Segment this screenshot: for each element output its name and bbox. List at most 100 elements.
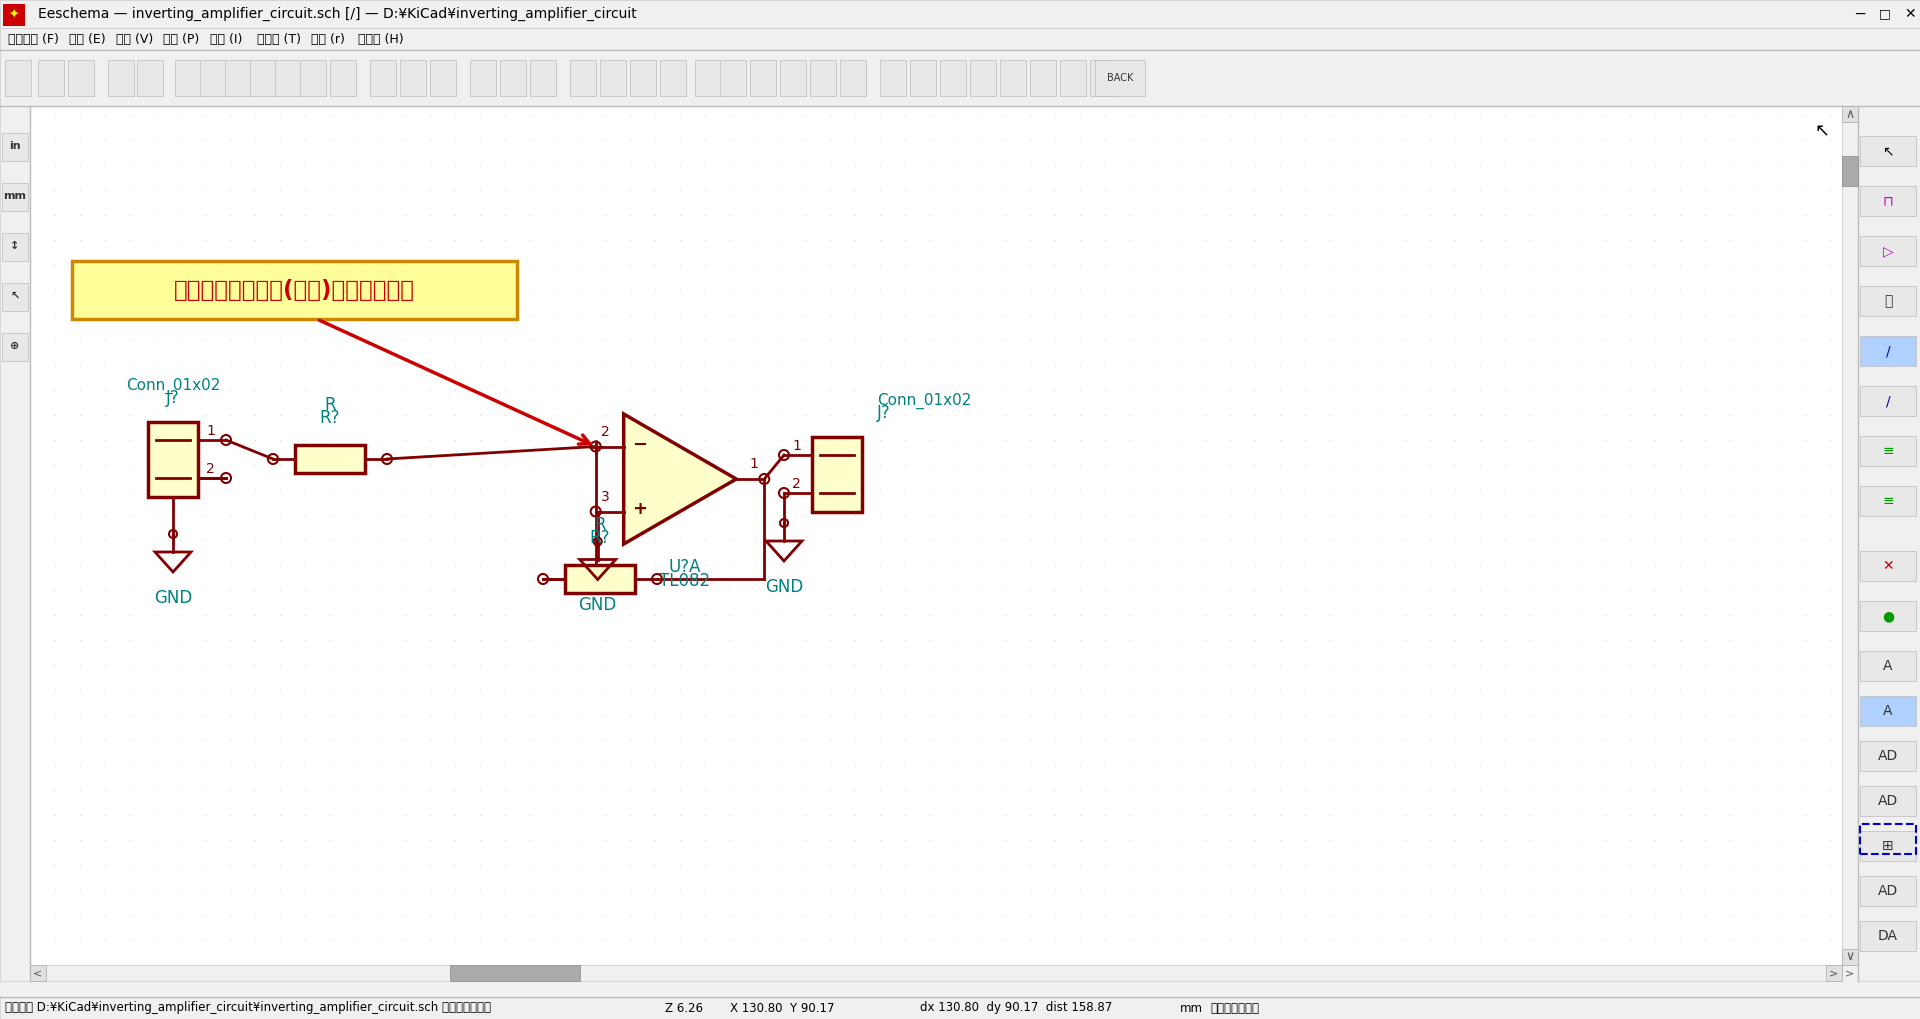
Bar xyxy=(1860,436,1916,466)
Bar xyxy=(841,60,866,96)
Bar xyxy=(1060,60,1087,96)
Bar xyxy=(695,60,722,96)
Text: ↖: ↖ xyxy=(1882,144,1893,158)
Text: AD: AD xyxy=(1878,794,1899,808)
Bar xyxy=(2,233,29,261)
Bar xyxy=(1860,651,1916,681)
Bar xyxy=(67,60,94,96)
Text: 検査 (I): 検査 (I) xyxy=(209,33,242,46)
Text: ワイヤーを追加: ワイヤーを追加 xyxy=(1210,1002,1260,1015)
Bar xyxy=(599,60,626,96)
Bar xyxy=(0,106,31,981)
Bar xyxy=(1826,965,1841,981)
Text: mm: mm xyxy=(4,191,27,201)
Text: R?: R? xyxy=(321,409,340,427)
Text: /: / xyxy=(1885,344,1891,358)
Text: 2: 2 xyxy=(791,477,801,491)
Text: Z 6.26: Z 6.26 xyxy=(664,1002,703,1015)
Bar xyxy=(2,283,29,311)
Polygon shape xyxy=(624,414,735,544)
Bar xyxy=(1860,136,1916,166)
Text: ⊞: ⊞ xyxy=(1882,839,1893,853)
Bar xyxy=(225,60,252,96)
Bar xyxy=(941,60,966,96)
Text: ─: ─ xyxy=(1855,6,1864,21)
Text: GND: GND xyxy=(578,596,616,614)
Bar xyxy=(31,106,1841,965)
Text: 編集 (E): 編集 (E) xyxy=(69,33,106,46)
Text: −: − xyxy=(632,435,647,453)
Bar xyxy=(2,183,29,211)
Text: AD: AD xyxy=(1878,884,1899,898)
Bar xyxy=(38,60,63,96)
Bar xyxy=(751,60,776,96)
Bar xyxy=(810,60,835,96)
Text: A: A xyxy=(1884,704,1893,718)
Bar xyxy=(660,60,685,96)
Text: 1: 1 xyxy=(791,439,801,453)
Text: ≡: ≡ xyxy=(1882,444,1893,458)
Text: □: □ xyxy=(1880,7,1891,20)
Text: ●: ● xyxy=(1882,609,1893,623)
Bar xyxy=(630,60,657,96)
Bar xyxy=(1860,824,1916,854)
Bar xyxy=(0,0,1920,28)
Bar xyxy=(1841,949,1859,965)
Bar xyxy=(570,60,595,96)
Bar xyxy=(250,60,276,96)
Bar xyxy=(0,28,1920,50)
Bar xyxy=(1860,832,1916,861)
Text: 3: 3 xyxy=(601,489,611,503)
Text: ファイル D:¥KiCad¥inverting_amplifier_circuit¥inverting_amplifier_circuit.sch を保存しまし: ファイル D:¥KiCad¥inverting_amplifier_circui… xyxy=(6,1002,492,1015)
Text: /: / xyxy=(1885,394,1891,408)
Text: ✕: ✕ xyxy=(1905,7,1916,21)
Bar xyxy=(330,60,355,96)
Bar xyxy=(275,60,301,96)
Text: AD: AD xyxy=(1878,749,1899,763)
Bar xyxy=(1094,60,1144,96)
Bar xyxy=(1860,286,1916,316)
Bar xyxy=(2,333,29,361)
Text: ∧: ∧ xyxy=(1845,107,1855,120)
Text: ↕: ↕ xyxy=(10,242,19,251)
Text: BACK: BACK xyxy=(1106,73,1133,83)
Bar xyxy=(1860,186,1916,216)
Bar xyxy=(31,965,1841,981)
Bar xyxy=(1091,60,1116,96)
Text: J?: J? xyxy=(877,404,891,422)
Bar xyxy=(910,60,937,96)
Bar xyxy=(371,60,396,96)
Text: J?: J? xyxy=(167,389,180,407)
Text: mm: mm xyxy=(1181,1002,1204,1015)
Text: ▷: ▷ xyxy=(1884,244,1893,258)
Bar xyxy=(1860,601,1916,631)
Bar xyxy=(0,50,1920,106)
Bar xyxy=(6,60,31,96)
Text: 表示 (V): 表示 (V) xyxy=(115,33,154,46)
Text: ツール (T): ツール (T) xyxy=(257,33,301,46)
Text: R?: R? xyxy=(589,529,611,547)
Text: 2: 2 xyxy=(601,425,611,438)
Text: >: > xyxy=(1845,968,1855,978)
Bar xyxy=(970,60,996,96)
Text: ⏚: ⏚ xyxy=(1884,294,1893,308)
Bar xyxy=(812,436,862,512)
Bar xyxy=(4,4,25,26)
Bar xyxy=(1000,60,1025,96)
Text: ↖: ↖ xyxy=(1814,122,1830,140)
Text: R: R xyxy=(593,516,607,534)
Text: 配線を始める箇所(始点)を左クリック: 配線を始める箇所(始点)を左クリック xyxy=(175,278,415,302)
Text: dx 130.80  dy 90.17  dist 158.87: dx 130.80 dy 90.17 dist 158.87 xyxy=(920,1002,1112,1015)
Bar xyxy=(530,60,557,96)
Text: Conn_01x02: Conn_01x02 xyxy=(877,392,972,409)
Text: ✕: ✕ xyxy=(1882,559,1893,573)
Bar xyxy=(1860,386,1916,416)
Text: ∨: ∨ xyxy=(1845,951,1855,964)
Bar xyxy=(430,60,457,96)
Bar xyxy=(200,60,227,96)
Text: ✦: ✦ xyxy=(10,8,19,21)
Bar xyxy=(1841,106,1859,122)
Bar xyxy=(136,60,163,96)
Bar xyxy=(470,60,495,96)
Bar xyxy=(1860,876,1916,906)
